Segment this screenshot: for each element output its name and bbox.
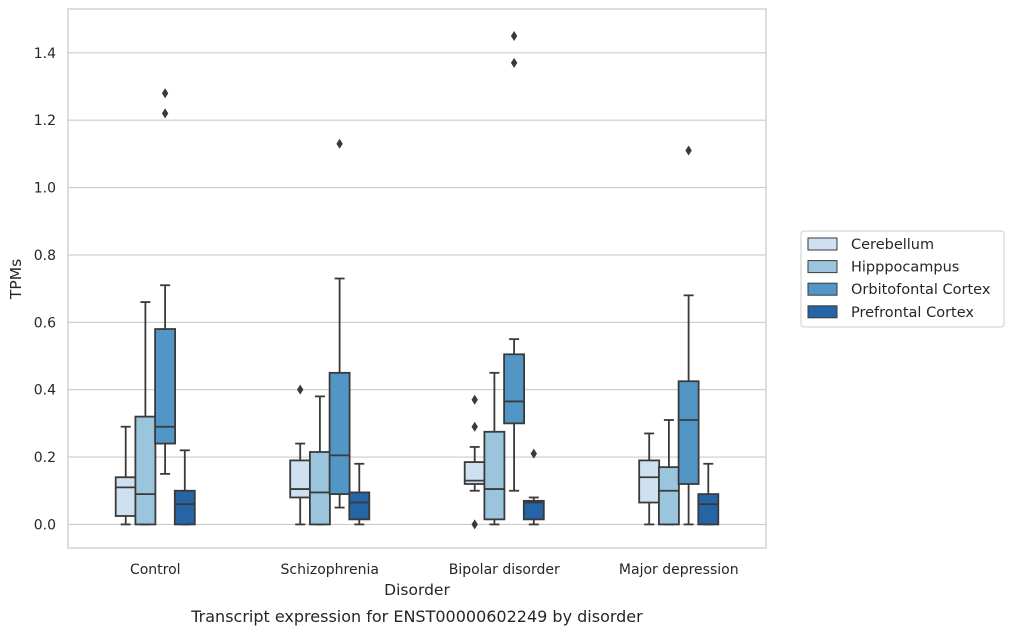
box-iqr [114,476,137,517]
y-tick-label: 0.2 [34,450,56,466]
box-cerebellum [638,432,661,526]
legend-swatch [807,260,838,274]
y-tick-label: 0.6 [34,315,56,331]
x-axis-label: Disorder [384,581,450,599]
legend-label: Orbitofontal Cortex [851,282,991,298]
outlier-point [530,448,537,459]
box-iqr [289,459,312,499]
box-prefrontal-cortex [697,462,720,526]
y-tick-label: 1.0 [34,181,56,197]
box-iqr [638,459,661,504]
outlier-point [161,88,169,99]
outlier-point [685,145,692,156]
outlier-point [336,138,343,149]
y-tick-label: 1.2 [34,113,56,129]
y-tick-label: 0.8 [34,248,56,264]
box-hipppocampus [134,301,157,526]
outlier-point [471,394,478,405]
box-hipppocampus [483,371,506,526]
box-iqr [503,353,526,425]
legend-label: Cerebellum [851,237,934,253]
gridlines [68,52,766,526]
outlier-point [471,421,478,432]
outlier-point [297,384,304,395]
x-tick-label: Schizophrenia [281,562,379,578]
box-cerebellum [463,394,486,530]
box-iqr [134,415,157,526]
y-axis-label: TPMs [7,259,25,300]
outlier-point [161,108,169,119]
legend-swatch [807,282,838,296]
box-hipppocampus [308,395,331,526]
box-iqr [677,380,700,485]
x-tick-label: Major depression [619,562,739,578]
x-tick-label: Control [130,562,181,578]
box-iqr [522,499,545,521]
x-axis-ticks: Control Schizophrenia Bipolar disorder Majo… [130,562,739,578]
legend-label: Hipppocampus [851,260,959,276]
chart-caption: Transcript expression for ENST0000060224… [190,607,643,626]
outlier-point [510,57,518,68]
y-tick-label: 0.0 [34,517,56,533]
box-iqr [328,371,351,496]
y-tick-label: 1.4 [34,46,56,62]
box-cerebellum [114,425,137,526]
x-tick-label: Bipolar disorder [449,562,560,578]
y-axis-ticks: 0.0 0.2 0.4 0.6 0.8 1.0 1.2 1.4 [34,46,56,534]
y-tick-label: 0.4 [34,383,56,399]
box-prefrontal-cortex [173,449,196,526]
legend: Cerebellum Hipppocampus Orbitofontal Corte… [800,230,1005,328]
box-iqr [483,430,506,521]
box-cerebellum [289,384,312,526]
box-iqr [308,451,331,526]
plot-area-frame [67,8,767,549]
box-iqr [658,466,680,526]
box-orbitofontal-cortex [154,88,177,475]
box-prefrontal-cortex [522,448,545,526]
box-hipppocampus [658,419,680,526]
legend-label: Prefrontal Cortex [851,305,974,321]
box-iqr [173,489,196,526]
box-orbitofontal-cortex [503,30,526,492]
legend-swatch [807,237,838,251]
outlier-point [510,30,518,41]
box-prefrontal-cortex [348,462,371,526]
box-iqr [154,328,177,445]
box-orbitofontal-cortex [677,145,700,526]
box-series [114,30,720,530]
legend-frame [800,230,1005,328]
box-iqr [348,491,371,521]
box-orbitofontal-cortex [328,138,351,509]
box-iqr [697,493,720,526]
legend-swatch [807,305,838,319]
outlier-point [471,519,478,530]
